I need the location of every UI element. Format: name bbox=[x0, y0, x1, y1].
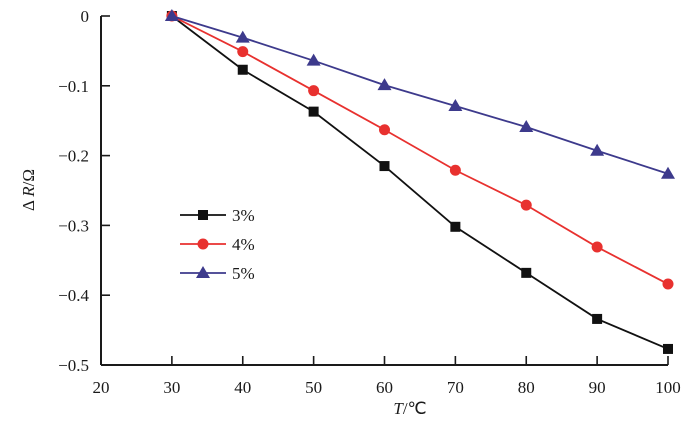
data-point bbox=[590, 143, 605, 156]
data-point bbox=[448, 99, 463, 112]
data-point bbox=[519, 119, 534, 132]
x-tick-label: 20 bbox=[93, 378, 110, 397]
x-tick-label: 90 bbox=[589, 378, 606, 397]
data-point bbox=[237, 46, 249, 58]
legend-item: 4% bbox=[180, 235, 255, 254]
y-tick-label: −0.3 bbox=[58, 216, 89, 235]
y-tick-label: 0 bbox=[81, 7, 90, 26]
data-point bbox=[521, 267, 532, 278]
data-point bbox=[591, 241, 603, 253]
legend-label: 3% bbox=[232, 206, 255, 225]
data-point bbox=[237, 64, 248, 75]
y-tick-label: −0.5 bbox=[58, 356, 89, 375]
x-tick-label: 80 bbox=[518, 378, 535, 397]
legend-item: 3% bbox=[180, 206, 255, 225]
series-3pct bbox=[166, 11, 673, 354]
legend-marker bbox=[198, 210, 208, 220]
x-tick-label: 100 bbox=[655, 378, 681, 397]
x-tick-label: 70 bbox=[447, 378, 464, 397]
legend-marker bbox=[197, 238, 209, 250]
x-axis-title-unit: /℃ bbox=[403, 399, 427, 418]
data-point bbox=[592, 313, 603, 324]
data-point bbox=[235, 30, 250, 43]
y-tick-label: −0.1 bbox=[58, 77, 89, 96]
data-point bbox=[449, 164, 461, 176]
series-line bbox=[171, 15, 669, 350]
data-point bbox=[450, 221, 461, 232]
data-point bbox=[308, 106, 319, 117]
series-layer bbox=[164, 9, 675, 354]
axes: 20 30 40 50 60 70 80 90 100 0 −0.1 −0.2 −0.3 −0.4 −0.5 bbox=[58, 7, 681, 397]
y-tick-label: −0.4 bbox=[58, 286, 89, 305]
data-point bbox=[379, 124, 390, 136]
y-axis-title-unit: /Ω bbox=[19, 169, 38, 186]
y-tick-label: −0.2 bbox=[58, 147, 89, 166]
legend-marker bbox=[196, 266, 210, 278]
data-point bbox=[663, 343, 673, 354]
legend-item: 5% bbox=[180, 264, 255, 283]
series-5pct bbox=[164, 9, 675, 179]
data-point bbox=[661, 166, 675, 179]
data-point bbox=[164, 9, 179, 21]
x-axis-title: T/℃ bbox=[393, 399, 426, 418]
data-point bbox=[308, 85, 320, 97]
data-point bbox=[306, 53, 321, 66]
legend: 3% 4% 5% bbox=[180, 206, 255, 283]
y-axis-title-var: R bbox=[19, 186, 38, 198]
x-axis-title-var: T bbox=[393, 399, 404, 418]
legend-label: 4% bbox=[232, 235, 255, 254]
data-point bbox=[520, 199, 532, 211]
data-point bbox=[379, 161, 390, 172]
data-point bbox=[662, 278, 674, 290]
x-tick-label: 60 bbox=[376, 378, 393, 397]
x-tick-label: 40 bbox=[234, 378, 251, 397]
data-point bbox=[377, 78, 392, 91]
y-axis-title-prefix: Δ bbox=[19, 197, 38, 211]
legend-label: 5% bbox=[232, 264, 255, 283]
series-line bbox=[171, 15, 669, 175]
y-axis-title: Δ R/Ω bbox=[19, 169, 38, 211]
x-tick-label: 30 bbox=[163, 378, 180, 397]
x-tick-label: 50 bbox=[305, 378, 322, 397]
series-line bbox=[171, 15, 669, 285]
